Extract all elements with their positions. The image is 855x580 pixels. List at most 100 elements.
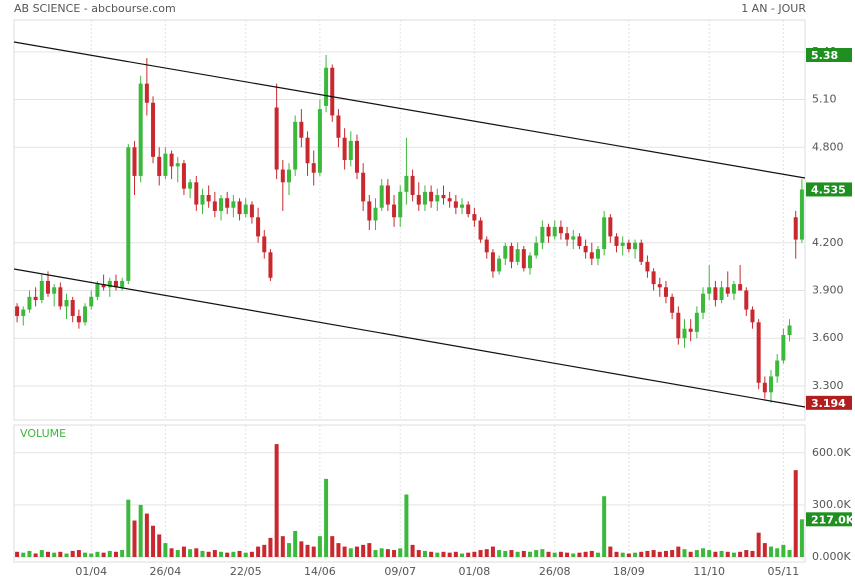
volume-bar — [188, 549, 193, 557]
candle-body — [398, 191, 403, 218]
candle-body — [256, 217, 261, 237]
x-tick-label: 05/11 — [768, 565, 800, 578]
volume-bar — [361, 544, 366, 557]
candle-body — [645, 261, 650, 272]
candle-body — [589, 252, 594, 259]
candle-body — [126, 147, 131, 281]
volume-bar — [299, 541, 304, 557]
y-tick-label: 3.300 — [812, 379, 844, 392]
volume-bar — [373, 550, 378, 557]
volume-bar — [83, 552, 88, 557]
volume-bar — [70, 550, 75, 557]
candle-body — [719, 287, 724, 301]
candle-body — [27, 296, 32, 310]
volume-bar — [614, 551, 619, 557]
volume-bar — [781, 544, 786, 557]
candle-body — [626, 242, 631, 250]
candle-body — [793, 217, 798, 240]
volume-bar — [639, 551, 644, 557]
candle-body — [497, 258, 502, 272]
candle-body — [212, 201, 217, 211]
volume-bar — [497, 550, 502, 557]
volume-bar — [583, 551, 588, 557]
candle-body — [231, 201, 236, 208]
candle-body — [373, 207, 378, 221]
volume-bar — [404, 494, 409, 557]
candle-body — [200, 195, 205, 205]
candle-body — [466, 204, 471, 215]
volume-bar — [725, 551, 730, 557]
volume-bar — [212, 550, 217, 557]
candle-body — [151, 102, 156, 157]
volume-bar — [571, 553, 576, 557]
volume-bar — [713, 551, 718, 557]
volume-bar — [231, 551, 236, 557]
volume-bar — [243, 552, 248, 557]
volume-bar — [701, 548, 706, 557]
candle-body — [120, 280, 125, 288]
volume-bar — [262, 544, 267, 557]
price-badge — [806, 182, 852, 197]
candle-body — [447, 198, 452, 202]
x-tick-label: 09/07 — [384, 565, 416, 578]
candle-body — [83, 306, 88, 323]
volume-bar — [670, 550, 675, 557]
candle-body — [379, 185, 384, 208]
candle-body — [521, 249, 526, 269]
volume-bar — [509, 550, 514, 557]
candle-body — [565, 233, 570, 240]
volume-bar — [441, 551, 446, 557]
y-tick-label: 3.900 — [812, 283, 844, 296]
volume-tick-label: 0.000K — [812, 550, 851, 563]
volume-bar — [707, 550, 712, 557]
candle-body — [169, 153, 174, 167]
candle-body — [354, 140, 359, 173]
chart-subtitle: 1 AN - JOUR — [741, 2, 806, 15]
price-badge-label: 3.194 — [811, 397, 846, 410]
price-badge-label: 5.38 — [811, 49, 838, 62]
volume-bar — [410, 544, 415, 557]
candle-body — [744, 290, 749, 310]
x-tick-label: 14/06 — [304, 565, 336, 578]
volume-bar — [435, 552, 440, 557]
volume-bar — [466, 552, 471, 557]
candle-body — [206, 195, 211, 202]
candle-body — [435, 195, 440, 202]
volume-bar — [311, 546, 316, 557]
candle-body — [132, 147, 137, 176]
candle-body — [385, 185, 390, 205]
price-badge — [806, 395, 852, 410]
candle-body — [614, 236, 619, 246]
volume-bar — [540, 549, 545, 557]
volume-bar — [348, 548, 353, 557]
volume-bar — [799, 519, 804, 557]
volume-bar — [45, 551, 50, 557]
candle-body — [157, 156, 162, 176]
volume-bar — [95, 551, 100, 557]
volume-bar — [305, 544, 310, 557]
volume-bar — [58, 551, 63, 557]
volume-bar — [558, 551, 563, 557]
candle-body — [367, 201, 372, 221]
volume-bar — [52, 552, 57, 557]
volume-bar — [750, 550, 755, 557]
volume-bar — [521, 550, 526, 557]
x-tick-label: 01/08 — [459, 565, 491, 578]
candle-body — [243, 204, 248, 215]
volume-bar — [175, 550, 180, 557]
candle-body — [324, 67, 329, 106]
volume-bar — [626, 553, 631, 557]
candle-body — [45, 280, 50, 294]
volume-bar — [719, 550, 724, 557]
volume-bar — [342, 546, 347, 557]
candle-body — [336, 115, 341, 138]
candle-body — [293, 121, 298, 170]
volume-bar — [286, 543, 291, 557]
volume-tick-label: 600.0K — [812, 446, 851, 459]
candle-body — [70, 300, 75, 316]
candle-body — [15, 306, 20, 316]
y-tick-label: 3.600 — [812, 331, 844, 344]
candle-body — [515, 249, 520, 262]
volume-bar — [682, 549, 687, 557]
volume-bar — [181, 546, 186, 557]
